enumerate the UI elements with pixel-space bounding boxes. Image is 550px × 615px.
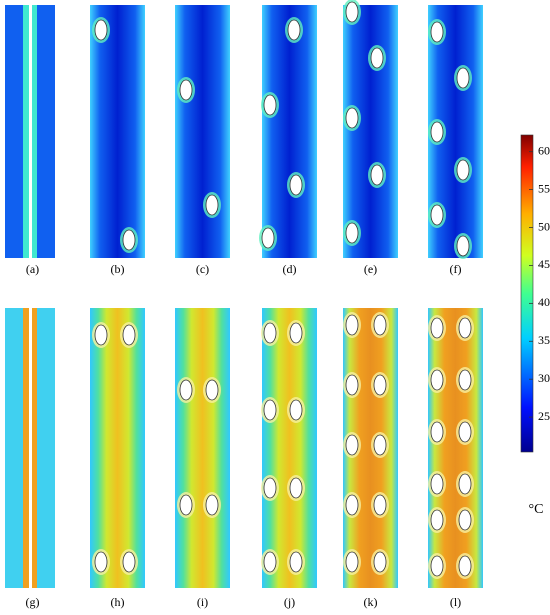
colorbar-tick-label: 30 <box>538 371 550 385</box>
panel <box>262 5 317 258</box>
panel <box>262 308 317 588</box>
tube <box>122 551 136 573</box>
colorbar-tick-label: 45 <box>538 257 550 271</box>
tube <box>458 369 472 391</box>
tube <box>94 551 108 573</box>
tube <box>345 222 359 244</box>
tube <box>456 67 470 89</box>
tube <box>179 494 193 516</box>
tube <box>458 473 472 495</box>
panel-label: (i) <box>197 595 208 609</box>
tube <box>370 47 384 69</box>
tube <box>456 235 470 257</box>
tube <box>205 379 219 401</box>
tube <box>430 21 444 43</box>
tube <box>179 379 193 401</box>
tube <box>373 434 387 456</box>
panel <box>90 308 145 588</box>
tube <box>345 551 359 573</box>
tube <box>430 555 444 577</box>
panel-label: (a) <box>26 262 39 276</box>
tube <box>345 314 359 336</box>
tube <box>289 399 303 421</box>
tube <box>345 434 359 456</box>
tube <box>430 317 444 339</box>
tube-wall <box>29 308 32 588</box>
panel-label: (e) <box>364 262 377 276</box>
tube <box>345 374 359 396</box>
panel <box>175 308 230 588</box>
tube <box>458 421 472 443</box>
tube <box>373 494 387 516</box>
panel-label: (c) <box>196 262 209 276</box>
tube <box>205 194 219 216</box>
tube <box>345 107 359 129</box>
tube <box>263 551 277 573</box>
panel <box>428 308 483 588</box>
tube <box>261 227 275 249</box>
tube <box>458 555 472 577</box>
tube <box>430 473 444 495</box>
tube <box>289 174 303 196</box>
tube <box>263 322 277 344</box>
colorbar-unit: °C <box>529 502 544 517</box>
tube <box>263 94 277 116</box>
panel-label: (b) <box>111 262 125 276</box>
colorbar-tick-label: 40 <box>538 295 550 309</box>
panel <box>343 5 398 258</box>
panel <box>175 5 230 258</box>
tube <box>430 369 444 391</box>
colorbar <box>520 134 534 453</box>
tube <box>289 477 303 499</box>
panel-label: (d) <box>283 262 297 276</box>
tube <box>289 322 303 344</box>
panel-label: (h) <box>111 595 125 609</box>
tube <box>179 79 193 101</box>
tube <box>205 494 219 516</box>
tube <box>345 494 359 516</box>
tube <box>373 374 387 396</box>
tube <box>430 121 444 143</box>
tube <box>94 19 108 41</box>
panel <box>90 5 145 258</box>
tube <box>122 324 136 346</box>
colorbar-tick-label: 25 <box>538 409 550 423</box>
colorbar-tick-label: 35 <box>538 333 550 347</box>
tube <box>373 314 387 336</box>
tube <box>370 164 384 186</box>
panel-label: (g) <box>26 595 40 609</box>
tube <box>289 551 303 573</box>
tube-wall <box>29 5 32 258</box>
tube <box>94 324 108 346</box>
tube <box>345 1 359 23</box>
tube <box>456 159 470 181</box>
tube <box>430 509 444 531</box>
colorbar-tick-label: 55 <box>538 181 550 195</box>
tube <box>287 19 301 41</box>
tube <box>430 421 444 443</box>
panel-label: (f) <box>450 262 462 276</box>
tube <box>263 399 277 421</box>
tube <box>373 551 387 573</box>
panel-label: (k) <box>364 595 378 609</box>
colorbar-tick-label: 60 <box>538 143 550 157</box>
tube <box>122 229 136 251</box>
panel-label: (j) <box>284 595 295 609</box>
tube <box>458 317 472 339</box>
tube <box>263 477 277 499</box>
tube <box>430 204 444 226</box>
tube <box>458 509 472 531</box>
colorbar-tick-label: 50 <box>538 219 550 233</box>
panel-label: (l) <box>450 595 461 609</box>
